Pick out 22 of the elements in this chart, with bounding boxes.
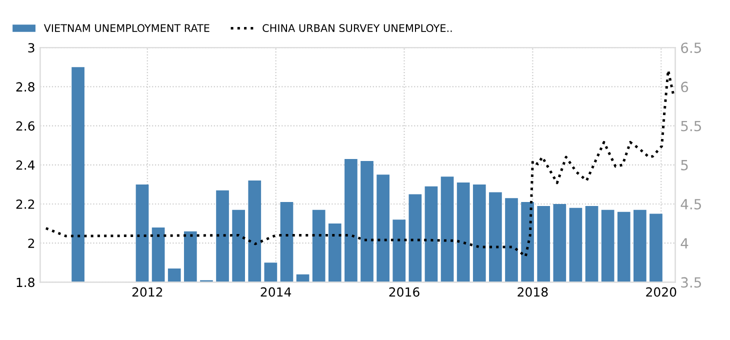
y2-tick-label: 4: [680, 238, 688, 248]
y-tick-label: 3: [28, 43, 34, 53]
x-tick-label: 2016: [389, 287, 420, 297]
y2-tick-label: 4.5: [680, 199, 701, 210]
y-tick-label: 1.8: [16, 278, 34, 288]
y2-tick-label: 3.5: [681, 277, 701, 288]
x-tick-label: 2012: [132, 287, 162, 297]
x-tick-label: 2014: [260, 287, 292, 297]
y-tick-label: 2.4: [16, 160, 35, 170]
y-tick-label: 2: [28, 238, 34, 248]
x-tick-label: 2018: [518, 287, 548, 297]
legend-label: CHINA URBAN SURVEY UNEMPLOYE..: [262, 24, 452, 32]
y-tick-label: 2.2: [16, 199, 34, 209]
x-tick-label: 2020: [646, 287, 676, 297]
y-tick-label: 2.8: [16, 82, 34, 92]
line-series: [44, 69, 675, 258]
y2-tick-label: 6.5: [681, 42, 701, 54]
legend-label: VIETNAM UNEMPLOYMENT RATE: [44, 24, 210, 32]
y2-tick-label: 6: [681, 82, 688, 92]
y2-tick-label: 5: [681, 160, 688, 170]
y-tick-label: 2.6: [16, 121, 34, 131]
y2-tick-label: 5.5: [681, 120, 701, 132]
